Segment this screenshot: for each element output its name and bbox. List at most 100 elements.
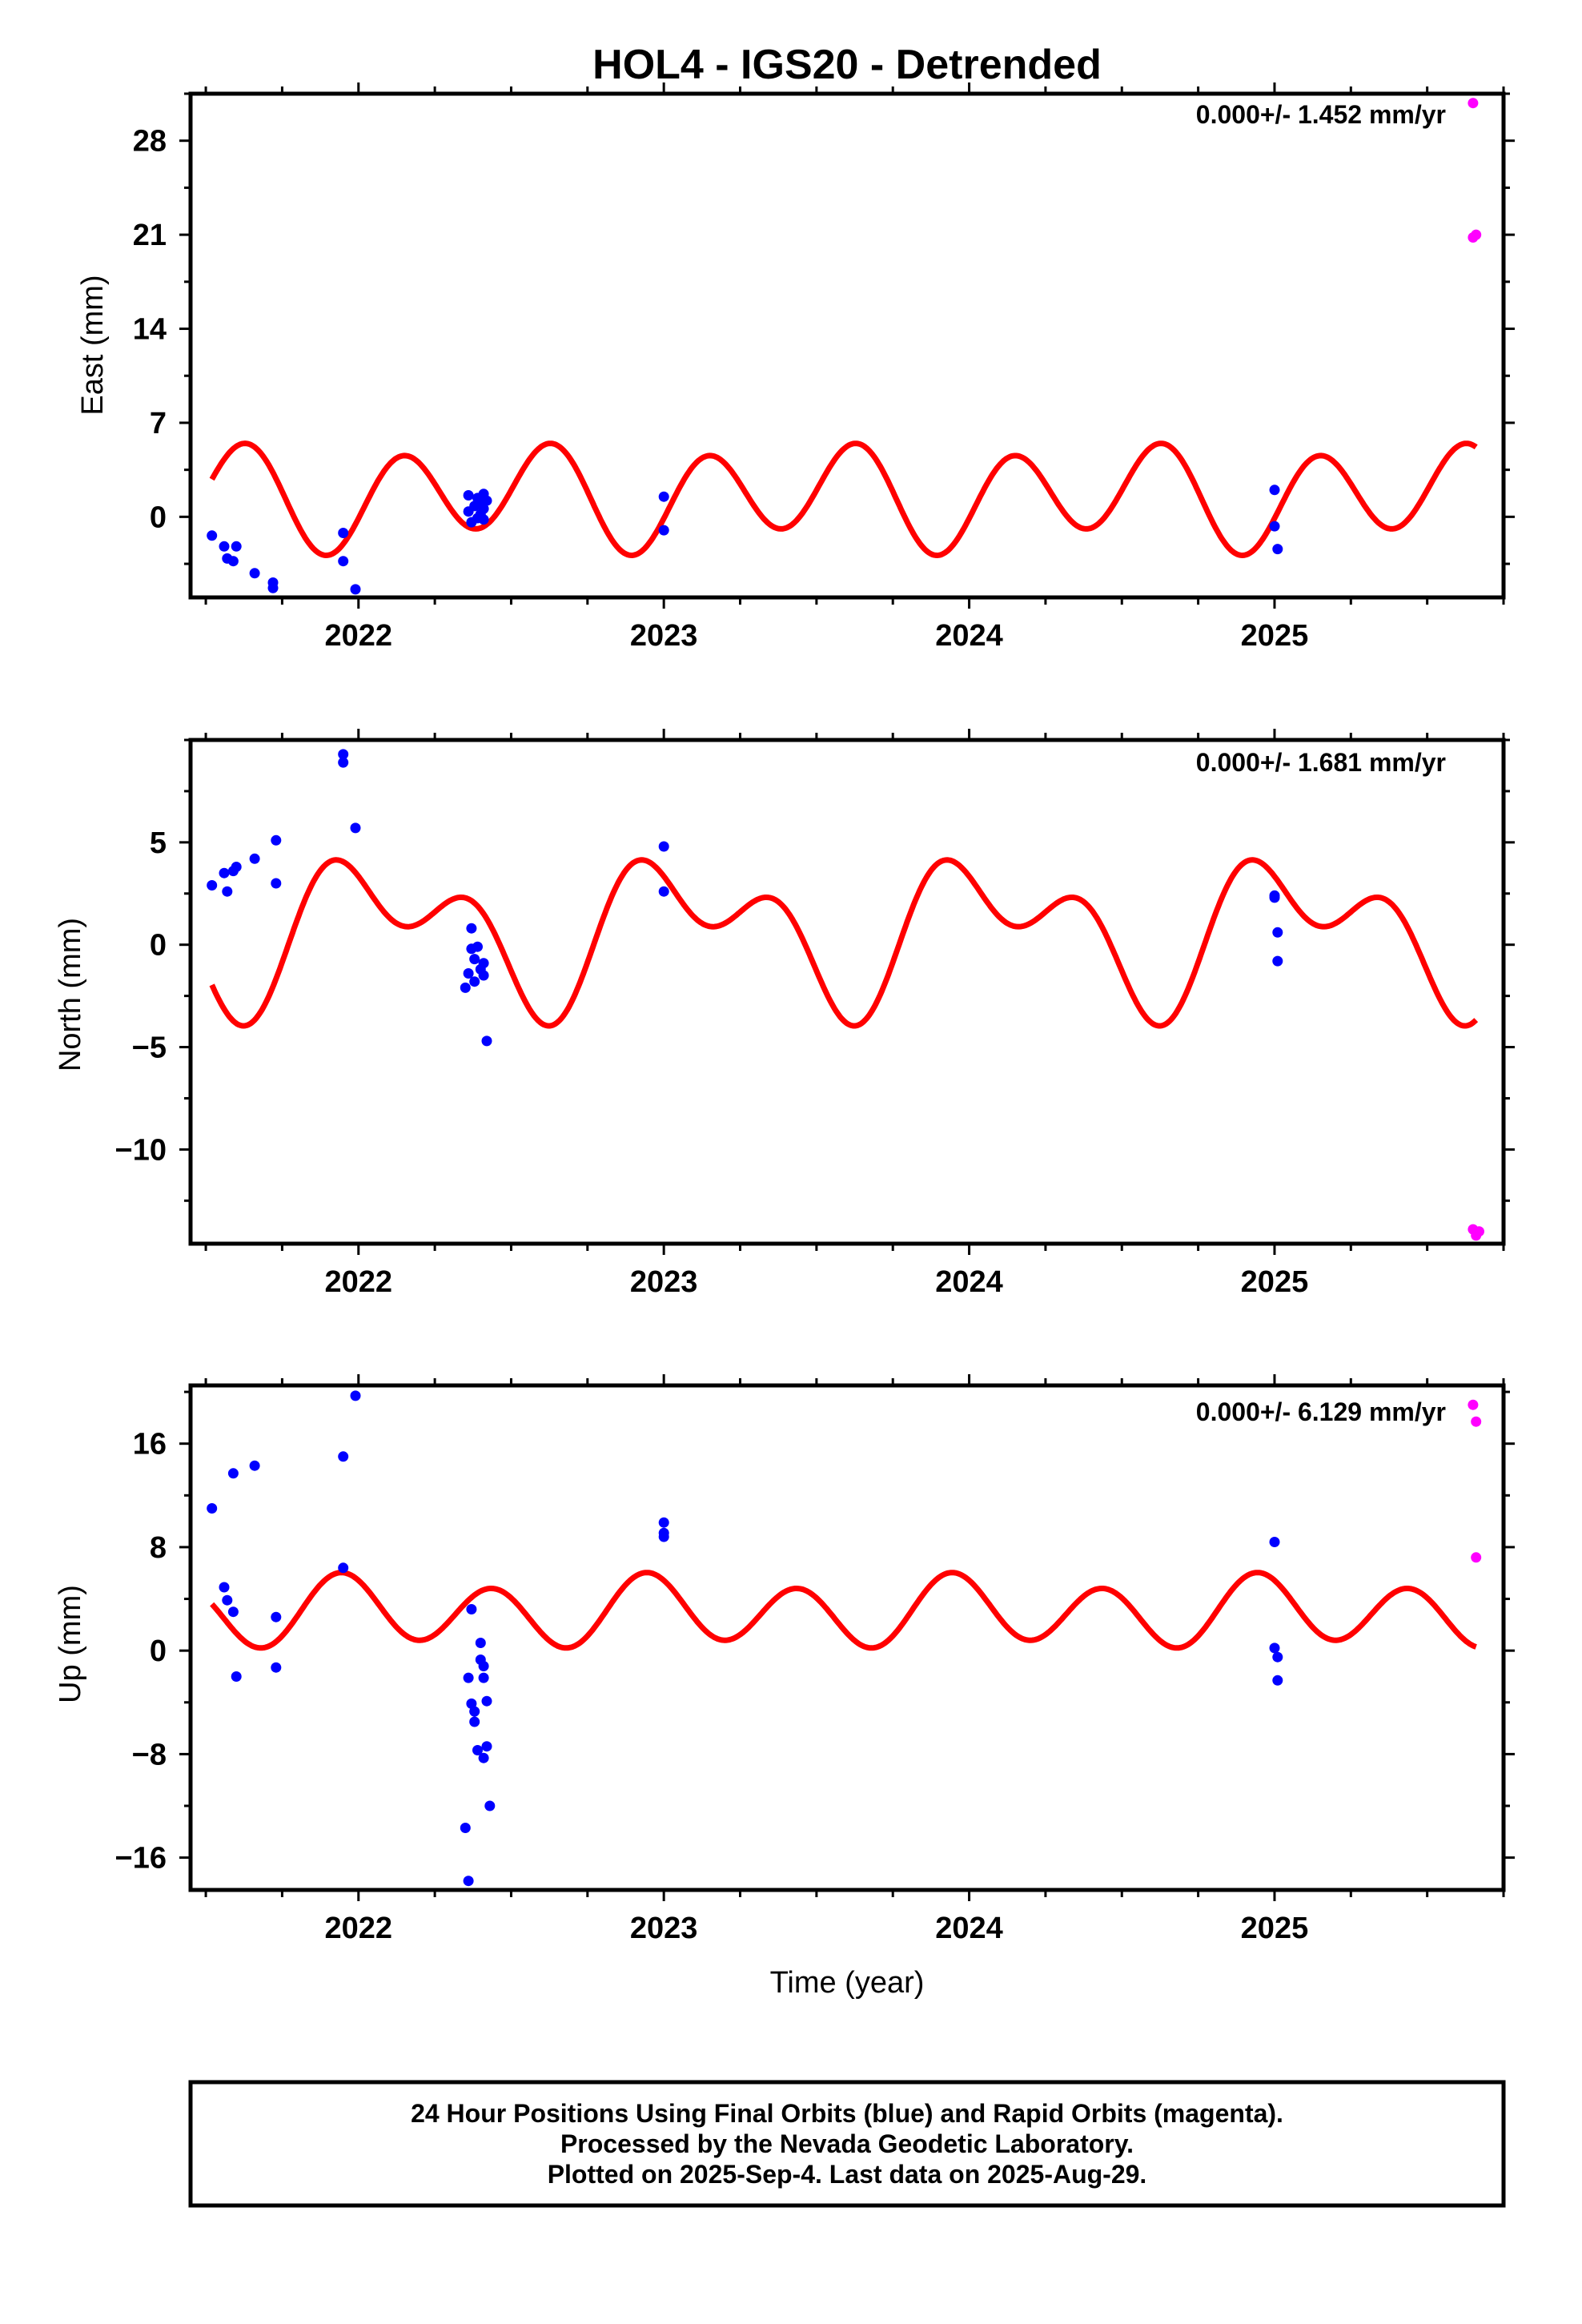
north-final-point xyxy=(271,834,282,846)
east-final-point xyxy=(658,491,669,502)
north-final-point xyxy=(231,862,242,872)
east-final-point xyxy=(338,528,349,538)
up-axis-label: Up (mm) xyxy=(54,1585,87,1703)
up-y-tick-label: 16 xyxy=(133,1428,167,1462)
chart-title: HOL4 - IGS20 - Detrended xyxy=(592,42,1102,88)
up-final-point xyxy=(1269,1537,1280,1547)
up-x-tick-label: 2024 xyxy=(935,1912,1003,1945)
north-final-point xyxy=(478,958,489,969)
north-final-point xyxy=(481,1035,492,1047)
up-final-point xyxy=(478,1661,489,1671)
north-seasonal-model-line xyxy=(209,857,1479,1029)
north-final-point xyxy=(271,878,282,889)
up-final-point xyxy=(338,1451,349,1462)
up-final-point xyxy=(478,1752,489,1763)
north-final-point xyxy=(1269,890,1280,901)
up-y-tick-label: 0 xyxy=(150,1634,167,1668)
up-y-tick-label: 8 xyxy=(150,1531,167,1565)
east-rapid-point xyxy=(1468,98,1479,109)
up-final-point xyxy=(219,1582,230,1593)
north-final-point xyxy=(463,968,474,979)
north-final-point xyxy=(469,976,480,987)
east-final-point xyxy=(1272,544,1283,555)
north-y-tick-label: −5 xyxy=(132,1031,167,1065)
north-final-point xyxy=(350,822,361,834)
x-axis-label: Time (year) xyxy=(770,1966,925,2000)
north-plot-frame xyxy=(188,738,1506,1246)
up-rapid-point xyxy=(1471,1552,1482,1563)
up-panel: Up (mm) 0.000+/- 6.129 mm/yr 2022 2023 202… xyxy=(54,1374,1515,1945)
east-final-point xyxy=(463,490,474,501)
up-final-point xyxy=(271,1662,282,1673)
up-seasonal-model-line xyxy=(210,1570,1478,1651)
east-x-tick-label: 2023 xyxy=(630,619,698,653)
east-axis-label: East (mm) xyxy=(76,275,110,415)
north-x-tick-label: 2024 xyxy=(935,1265,1003,1299)
east-final-point xyxy=(350,584,361,595)
north-final-point xyxy=(466,923,477,934)
north-panel: North (mm) 0.000+/- 1.681 mm/yr 2022 2023… xyxy=(54,729,1515,1299)
up-final-point xyxy=(475,1638,486,1648)
up-final-point xyxy=(463,1672,474,1683)
up-final-point xyxy=(231,1671,242,1682)
north-final-point xyxy=(222,886,233,897)
north-final-point xyxy=(1272,955,1283,967)
north-final-point xyxy=(472,941,483,952)
east-final-point xyxy=(1269,485,1280,496)
up-final-point xyxy=(658,1517,669,1528)
up-final-point xyxy=(484,1800,496,1811)
up-x-tick-label: 2023 xyxy=(630,1912,698,1945)
footer-line-3: Plotted on 2025-Sep-4. Last data on 2025… xyxy=(548,2160,1147,2189)
up-plot-frame xyxy=(188,1383,1506,1892)
north-y-tick-label: 5 xyxy=(150,826,167,860)
north-x-tick-label: 2025 xyxy=(1241,1265,1309,1299)
north-final-point xyxy=(469,954,480,965)
north-final-point xyxy=(338,757,349,768)
up-final-point xyxy=(481,1695,492,1707)
east-y-tick-label: 7 xyxy=(150,407,167,440)
east-x-tick-label: 2024 xyxy=(935,619,1003,653)
footer-box xyxy=(188,2080,1506,2208)
north-final-point xyxy=(249,853,260,864)
up-final-point xyxy=(481,1741,492,1752)
north-x-tick-label: 2023 xyxy=(630,1265,698,1299)
up-final-point xyxy=(463,1876,474,1887)
up-rapid-point xyxy=(1468,1399,1479,1410)
up-final-point xyxy=(338,1562,349,1574)
up-final-point xyxy=(1272,1651,1283,1663)
up-final-point xyxy=(350,1390,361,1401)
east-final-point xyxy=(249,568,260,579)
up-final-point xyxy=(1272,1675,1283,1686)
up-final-point xyxy=(227,1468,239,1479)
east-final-point xyxy=(658,525,669,536)
east-y-tick-label: 21 xyxy=(133,219,167,252)
north-final-point xyxy=(658,841,669,852)
up-x-tick-label: 2025 xyxy=(1241,1912,1309,1945)
north-final-point xyxy=(338,749,349,760)
east-y-tick-label: 28 xyxy=(133,125,167,159)
east-final-point xyxy=(478,514,489,525)
north-rate-label: 0.000+/- 1.681 mm/yr xyxy=(1196,748,1446,777)
up-final-point xyxy=(249,1460,260,1471)
up-final-point xyxy=(466,1604,477,1614)
east-final-point xyxy=(338,556,349,567)
up-rate-label: 0.000+/- 6.129 mm/yr xyxy=(1196,1397,1446,1426)
east-final-point xyxy=(267,582,279,593)
east-y-tick-label: 0 xyxy=(150,501,167,534)
east-panel: East (mm) 0.000+/- 1.452 mm/yr 2022 2023 2… xyxy=(76,82,1515,653)
up-y-tick-label: −8 xyxy=(132,1738,167,1771)
footer-line-1: 24 Hour Positions Using Final Orbits (bl… xyxy=(411,2099,1283,2128)
north-final-point xyxy=(219,867,230,879)
north-final-point xyxy=(658,886,669,897)
up-final-point xyxy=(222,1594,233,1606)
north-final-point xyxy=(1272,927,1283,938)
north-rapid-point xyxy=(1474,1226,1484,1237)
north-x-tick-label: 2022 xyxy=(324,1265,392,1299)
up-final-point xyxy=(207,1503,218,1514)
east-final-point xyxy=(1269,521,1280,532)
east-final-point xyxy=(231,541,242,552)
east-rate-label: 0.000+/- 1.452 mm/yr xyxy=(1196,100,1446,129)
up-x-tick-label: 2022 xyxy=(324,1912,392,1945)
east-final-point xyxy=(478,503,489,514)
